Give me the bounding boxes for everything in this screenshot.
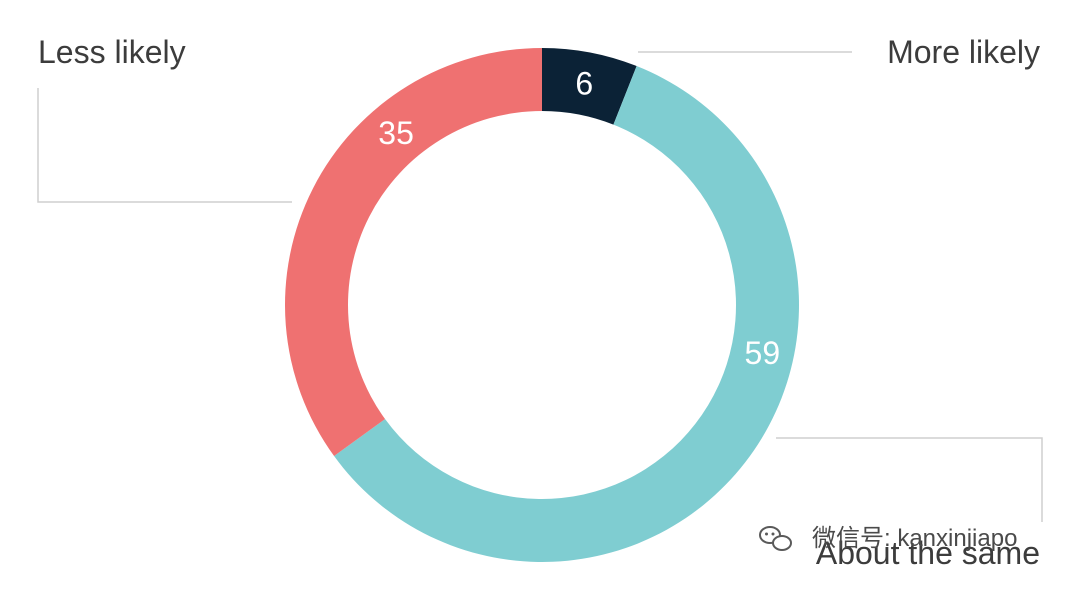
watermark-text: 微信号: kanxinjiapo — [812, 525, 1017, 552]
slice-more-likely — [542, 48, 637, 125]
leader-line-about-the-same — [776, 437, 1043, 522]
wechat-icon — [759, 526, 792, 551]
value-label-more-likely: 6 — [575, 65, 593, 101]
leader-line-less-likely — [37, 88, 292, 203]
value-label-about-the-same: 59 — [745, 335, 781, 371]
slices-layer — [285, 48, 799, 562]
category-label-less-likely: Less likely — [38, 34, 186, 70]
value-label-less-likely: 35 — [378, 115, 414, 151]
category-labels: More likely About the same Less likely — [38, 34, 1040, 571]
watermark: 微信号: kanxinjiapo — [759, 525, 1017, 552]
category-label-more-likely: More likely — [887, 34, 1040, 70]
value-labels: 6 59 35 — [378, 65, 780, 371]
slice-less-likely — [285, 48, 542, 457]
leader-lines — [37, 51, 1043, 522]
category-label-about-the-same: About the same — [816, 535, 1040, 571]
